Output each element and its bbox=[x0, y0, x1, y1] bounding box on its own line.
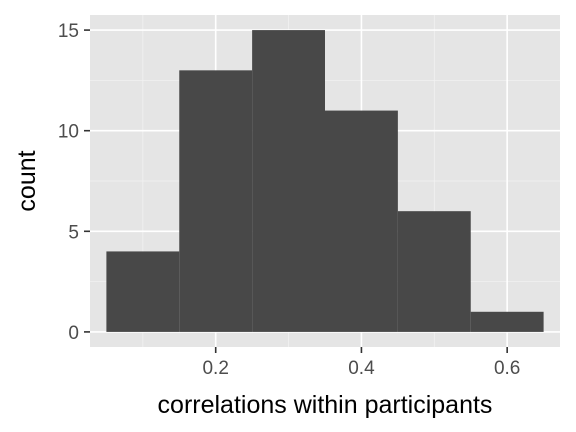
histogram-bar bbox=[106, 251, 180, 332]
y-tick-label: 15 bbox=[58, 21, 79, 42]
histogram-bar bbox=[252, 30, 325, 332]
y-tick-label: 0 bbox=[68, 323, 79, 344]
y-tick-label: 5 bbox=[68, 222, 79, 243]
histogram-bar bbox=[325, 110, 398, 332]
y-axis-title: count bbox=[13, 150, 41, 211]
x-tick-label: 0.4 bbox=[348, 358, 375, 379]
x-axis-title: correlations within participants bbox=[158, 391, 493, 419]
histogram-bar bbox=[470, 311, 544, 332]
x-axis: 0.2 0.4 0.6 bbox=[202, 347, 520, 379]
x-tick-label: 0.6 bbox=[494, 358, 520, 379]
histogram-bar bbox=[397, 211, 471, 332]
histogram-bars bbox=[106, 30, 544, 332]
x-tick-label: 0.2 bbox=[202, 358, 228, 379]
histogram-bar bbox=[179, 70, 253, 332]
y-axis: 0 5 10 15 bbox=[58, 21, 90, 344]
y-tick-label: 10 bbox=[58, 122, 79, 143]
